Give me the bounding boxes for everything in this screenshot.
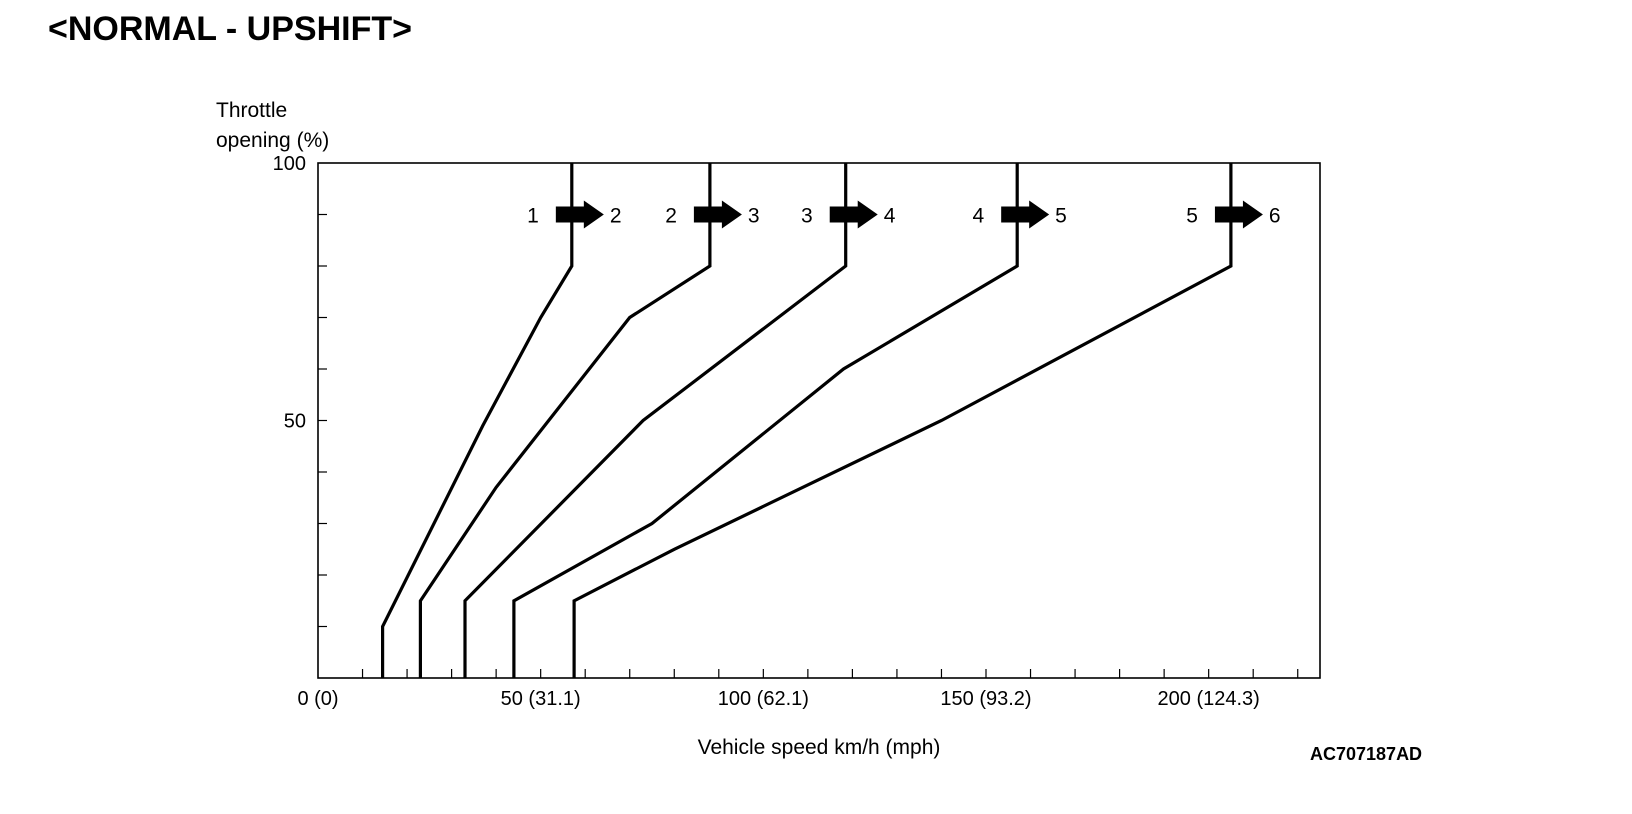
figure-code: AC707187AD bbox=[1310, 744, 1423, 764]
shift-line-1-2 bbox=[381, 163, 574, 678]
shift-arrow-icon bbox=[555, 200, 604, 229]
shift-arrow-icon bbox=[1001, 200, 1050, 229]
page-title: <NORMAL - UPSHIFT> bbox=[48, 10, 412, 48]
y-axis-label: opening (%) bbox=[216, 129, 329, 152]
x-tick-label: 0 (0) bbox=[297, 688, 338, 710]
shift-arrow-icon bbox=[1214, 200, 1263, 229]
shift-line-3-4 bbox=[463, 163, 848, 678]
shift-line-4-5 bbox=[512, 163, 1019, 678]
y-tick-label: 50 bbox=[284, 411, 306, 433]
x-tick-label: 50 (31.1) bbox=[501, 688, 581, 710]
x-tick-label: 200 (124.3) bbox=[1158, 688, 1260, 710]
shift-from-label: 4 bbox=[972, 205, 984, 228]
y-axis-label: Throttle bbox=[216, 99, 287, 122]
shift-line-2-3 bbox=[418, 163, 712, 678]
shift-to-label: 6 bbox=[1269, 205, 1281, 228]
x-tick-label: 150 (93.2) bbox=[940, 688, 1031, 710]
plot-frame bbox=[317, 162, 1321, 679]
shift-to-label: 5 bbox=[1055, 205, 1067, 228]
shift-from-label: 2 bbox=[665, 205, 677, 228]
shift-to-label: 2 bbox=[610, 205, 622, 228]
shift-line-5-6 bbox=[572, 163, 1233, 678]
shift-to-label: 4 bbox=[884, 205, 896, 228]
shift-arrow-icon bbox=[693, 200, 742, 229]
shift-arrow-icon bbox=[829, 200, 878, 229]
shift-from-label: 5 bbox=[1186, 205, 1198, 228]
shift-from-label: 3 bbox=[801, 205, 813, 228]
x-tick-label: 100 (62.1) bbox=[718, 688, 809, 710]
x-axis-label: Vehicle speed km/h (mph) bbox=[698, 736, 941, 759]
shift-from-label: 1 bbox=[527, 205, 539, 228]
y-tick-label: 100 bbox=[273, 153, 306, 175]
shift-to-label: 3 bbox=[748, 205, 760, 228]
